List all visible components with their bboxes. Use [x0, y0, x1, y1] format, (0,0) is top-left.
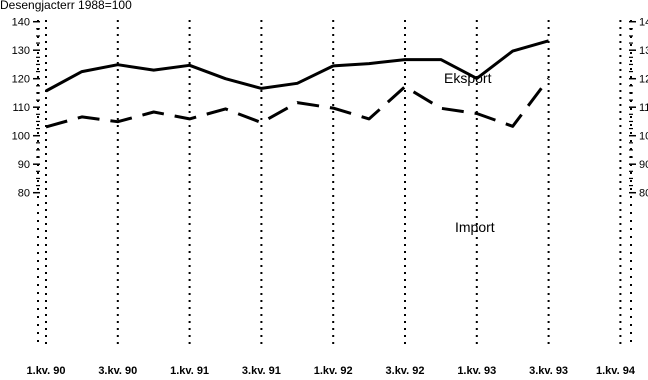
series-line-eksport [45, 39, 550, 93]
x-tick-label-7: 3.kv. 93 [529, 365, 568, 377]
left-tick-label-120: 120 [12, 74, 30, 86]
left-tick-label-100: 100 [12, 131, 30, 143]
series-layer [45, 39, 550, 129]
x-tick-label-3: 3.kv. 91 [242, 365, 281, 377]
x-tick-label-4: 1.kv. 92 [314, 365, 353, 377]
left-tick-label-110: 110 [12, 102, 30, 114]
left-tick-label-80: 80 [18, 188, 30, 200]
x-tick-label-1: 3.kv. 90 [98, 365, 137, 377]
left-y-axis: 80 90 100 110 120 130 140 [12, 17, 40, 346]
chart-title: Desengjacterr 1988=100 [0, 0, 132, 12]
grid-layer [45, 20, 622, 346]
right-tick-label-120: 120 [639, 74, 648, 86]
right-tick-label-110: 110 [639, 102, 648, 114]
right-y-axis: 80 90 100 110 120 130 140 [629, 17, 648, 346]
series-label-eksport: Eksport [444, 70, 492, 86]
x-tick-label-0: 1.kv. 90 [27, 365, 66, 377]
x-axis: 1.kv. 90 3.kv. 90 1.kv. 91 3.kv. 91 1.kv. 92… [27, 365, 636, 377]
x-tick-label-8: 1.kv. 94 [596, 365, 636, 377]
right-tick-label-80: 80 [639, 188, 648, 200]
right-tick-label-140: 140 [639, 17, 648, 29]
right-tick-label-130: 130 [639, 45, 648, 57]
left-tick-label-90: 90 [18, 159, 30, 171]
left-tick-label-140: 140 [12, 17, 30, 29]
right-tick-label-90: 90 [639, 159, 648, 171]
series-line-import [45, 77, 550, 129]
right-tick-label-100: 100 [639, 131, 648, 143]
x-tick-label-5: 3.kv. 92 [386, 365, 425, 377]
x-tick-label-2: 1.kv. 91 [170, 365, 209, 377]
series-labels-layer: Eksport Import [444, 70, 495, 235]
left-tick-label-130: 130 [12, 45, 30, 57]
chart-title-group: Desengjacterr 1988=100 [0, 0, 132, 12]
series-label-import: Import [455, 219, 495, 235]
x-tick-label-6: 1.kv. 93 [457, 365, 496, 377]
